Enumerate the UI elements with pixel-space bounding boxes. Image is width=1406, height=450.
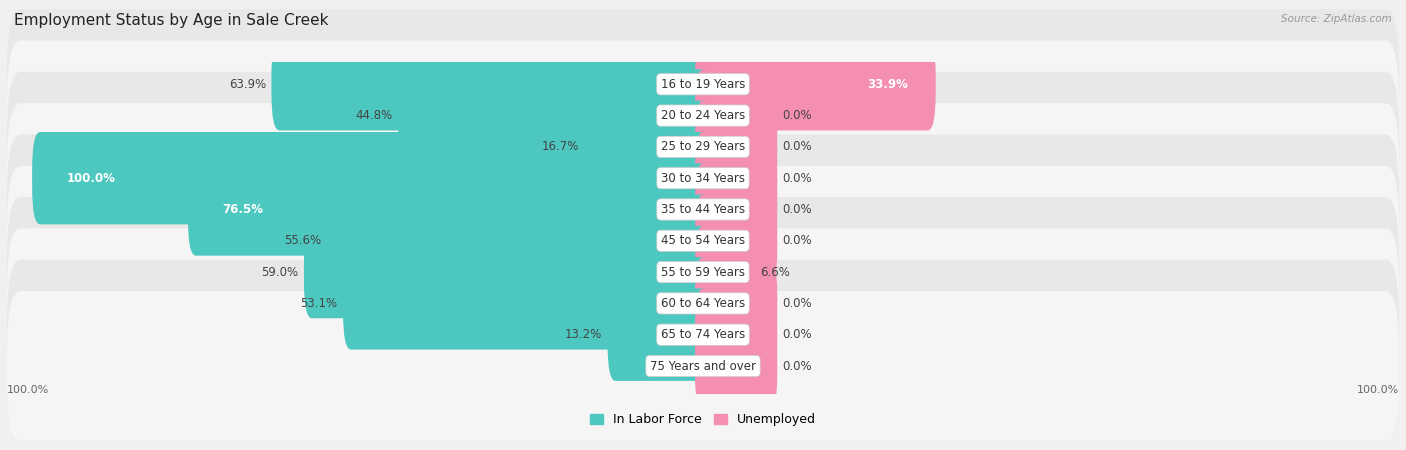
Text: 0.0%: 0.0%: [783, 234, 813, 248]
Text: 100.0%: 100.0%: [66, 172, 115, 184]
FancyBboxPatch shape: [343, 257, 711, 350]
FancyBboxPatch shape: [695, 226, 755, 318]
FancyBboxPatch shape: [695, 194, 778, 287]
Text: Employment Status by Age in Sale Creek: Employment Status by Age in Sale Creek: [14, 14, 329, 28]
FancyBboxPatch shape: [7, 291, 1399, 441]
Text: 35 to 44 Years: 35 to 44 Years: [661, 203, 745, 216]
FancyBboxPatch shape: [695, 101, 778, 193]
Text: 100.0%: 100.0%: [7, 386, 49, 396]
Text: 6.6%: 6.6%: [761, 266, 790, 279]
FancyBboxPatch shape: [188, 163, 711, 256]
Text: 25 to 29 Years: 25 to 29 Years: [661, 140, 745, 153]
Text: 30 to 34 Years: 30 to 34 Years: [661, 172, 745, 184]
FancyBboxPatch shape: [326, 194, 711, 287]
FancyBboxPatch shape: [695, 38, 935, 130]
FancyBboxPatch shape: [7, 229, 1399, 378]
Text: 55 to 59 Years: 55 to 59 Years: [661, 266, 745, 279]
Text: 0.0%: 0.0%: [783, 172, 813, 184]
FancyBboxPatch shape: [7, 40, 1399, 190]
FancyBboxPatch shape: [695, 288, 778, 381]
Legend: In Labor Force, Unemployed: In Labor Force, Unemployed: [585, 408, 821, 431]
FancyBboxPatch shape: [695, 320, 778, 412]
FancyBboxPatch shape: [7, 135, 1399, 284]
FancyBboxPatch shape: [7, 9, 1399, 159]
Text: Source: ZipAtlas.com: Source: ZipAtlas.com: [1281, 14, 1392, 23]
Text: 0.0%: 0.0%: [783, 203, 813, 216]
FancyBboxPatch shape: [695, 132, 778, 225]
FancyBboxPatch shape: [695, 163, 778, 256]
Text: 76.5%: 76.5%: [222, 203, 263, 216]
Text: 0.0%: 0.0%: [783, 328, 813, 341]
Text: 65 to 74 Years: 65 to 74 Years: [661, 328, 745, 341]
Text: 0.0%: 0.0%: [783, 297, 813, 310]
FancyBboxPatch shape: [398, 69, 711, 162]
FancyBboxPatch shape: [607, 288, 711, 381]
FancyBboxPatch shape: [271, 38, 711, 130]
Text: 100.0%: 100.0%: [1357, 386, 1399, 396]
FancyBboxPatch shape: [695, 257, 778, 350]
FancyBboxPatch shape: [32, 132, 711, 225]
Text: 59.0%: 59.0%: [262, 266, 298, 279]
FancyBboxPatch shape: [7, 260, 1399, 410]
Text: 0.0%: 0.0%: [783, 360, 813, 373]
Text: 16 to 19 Years: 16 to 19 Years: [661, 78, 745, 91]
Text: 75 Years and over: 75 Years and over: [650, 360, 756, 373]
Text: 45 to 54 Years: 45 to 54 Years: [661, 234, 745, 248]
Text: 13.2%: 13.2%: [565, 328, 602, 341]
Text: 63.9%: 63.9%: [229, 78, 266, 91]
Text: 16.7%: 16.7%: [541, 140, 579, 153]
Text: 20 to 24 Years: 20 to 24 Years: [661, 109, 745, 122]
Text: 53.1%: 53.1%: [301, 297, 337, 310]
FancyBboxPatch shape: [7, 72, 1399, 222]
Text: 60 to 64 Years: 60 to 64 Years: [661, 297, 745, 310]
Text: 33.9%: 33.9%: [868, 78, 908, 91]
Text: 44.8%: 44.8%: [356, 109, 392, 122]
FancyBboxPatch shape: [585, 101, 711, 193]
Text: 55.6%: 55.6%: [284, 234, 321, 248]
FancyBboxPatch shape: [7, 103, 1399, 253]
FancyBboxPatch shape: [7, 166, 1399, 316]
Text: 0.0%: 0.0%: [783, 140, 813, 153]
FancyBboxPatch shape: [7, 197, 1399, 347]
FancyBboxPatch shape: [695, 69, 778, 162]
Text: 0.0%: 0.0%: [783, 109, 813, 122]
FancyBboxPatch shape: [304, 226, 711, 318]
